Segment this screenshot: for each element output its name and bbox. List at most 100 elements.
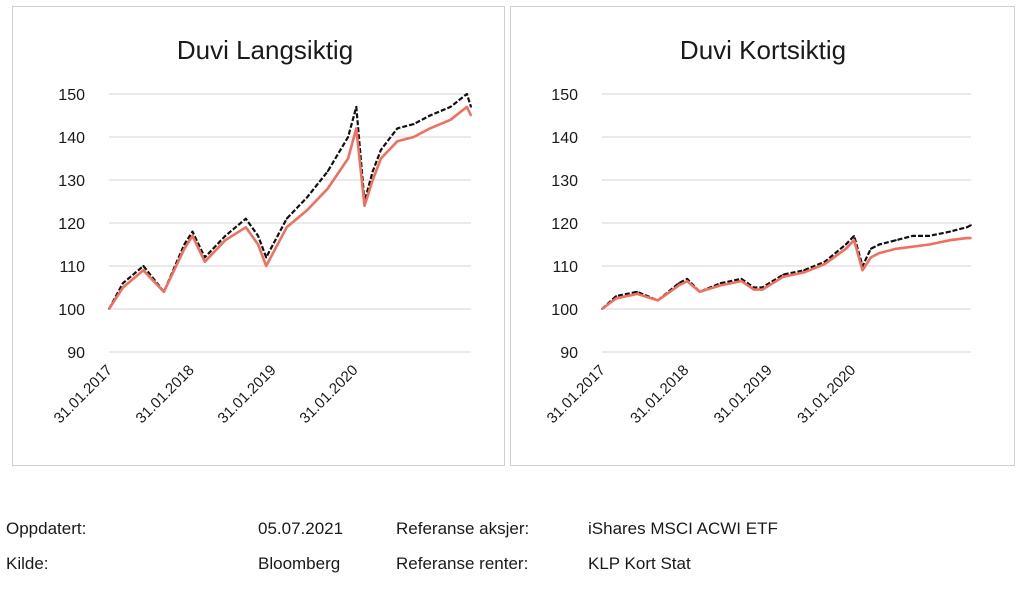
data-point (911, 235, 914, 237)
data-point (657, 299, 659, 302)
data-point (326, 187, 329, 190)
data-point (355, 127, 358, 130)
data-point (449, 118, 452, 121)
data-point (122, 282, 124, 285)
data-point (265, 256, 268, 259)
updated-value: 05.07.2021 (258, 519, 344, 538)
data-point (363, 204, 366, 207)
data-point (753, 288, 755, 291)
data-point (615, 297, 618, 300)
chart-title: Duvi Kortsiktig (680, 35, 846, 65)
data-point (601, 308, 603, 310)
data-point (347, 136, 350, 138)
data-point (108, 308, 110, 310)
source-label: Kilde: (6, 554, 49, 573)
data-point (686, 278, 689, 280)
data-point (869, 256, 872, 259)
data-point (803, 269, 805, 272)
data-point (380, 157, 382, 160)
data-point (191, 235, 194, 237)
data-point (470, 114, 472, 117)
y-tick-label: 130 (551, 173, 578, 190)
data-point (306, 196, 309, 199)
data-point (380, 149, 382, 151)
data-point (949, 230, 952, 233)
source-value: Bloomberg (258, 554, 341, 573)
data-point (824, 262, 826, 265)
data-point (949, 239, 952, 242)
data-point (686, 280, 689, 282)
data-point (396, 140, 399, 143)
data-point (844, 247, 847, 250)
data-point (142, 269, 145, 272)
data-point (861, 269, 864, 272)
x-tick-label: 31.01.2020 (296, 362, 361, 427)
chart-langsiktig: Duvi Langsiktig 90 100 110 120 130 140 150 31.01… (51, 35, 473, 427)
data-point (853, 239, 856, 242)
y-tick-label: 150 (551, 87, 578, 104)
data-point (183, 243, 186, 246)
data-point (470, 106, 472, 108)
data-point (844, 243, 847, 246)
data-point (429, 127, 431, 130)
data-point (970, 237, 972, 239)
data-point (224, 235, 227, 237)
data-point (265, 265, 268, 267)
y-tick-label: 90 (560, 345, 578, 362)
data-point (412, 136, 415, 138)
data-point (429, 114, 431, 117)
data-point (965, 237, 968, 239)
x-tick-label: 31.01.2017 (544, 362, 609, 427)
data-point (928, 235, 931, 237)
data-point (142, 265, 145, 267)
data-point (970, 224, 972, 227)
data-point (396, 127, 399, 130)
y-tick-label: 120 (58, 216, 85, 233)
data-point (306, 209, 309, 212)
chart-panel-langsiktig: Duvi Langsiktig 90 100 110 120 130 140 150 31.01… (12, 6, 505, 466)
data-point (894, 239, 897, 242)
data-point (244, 226, 247, 229)
data-point (636, 290, 638, 293)
reference-rates-value: KLP Kort Stat (588, 554, 691, 573)
series-line-0 (108, 92, 473, 310)
data-point (257, 235, 259, 237)
data-point (677, 284, 680, 287)
y-tick-label: 140 (551, 130, 578, 147)
data-point (928, 243, 931, 246)
data-point (878, 252, 881, 255)
x-tick-label: 31.01.2020 (794, 362, 859, 427)
data-point (285, 217, 288, 220)
y-tick-label: 130 (58, 173, 85, 190)
data-point (466, 106, 468, 108)
data-point (719, 284, 722, 287)
data-point (615, 295, 618, 297)
data-point (894, 247, 897, 250)
x-tick-label: 31.01.2017 (51, 362, 116, 427)
data-point (719, 282, 722, 285)
data-point (782, 273, 785, 276)
x-tick-label: 31.01.2019 (215, 362, 280, 427)
chart-panel-kortsiktig: Duvi Kortsiktig 90 100 110 120 130 140 150 31.01… (510, 6, 1015, 466)
data-point (636, 293, 638, 295)
y-tick-label: 90 (67, 345, 85, 362)
data-point (257, 243, 259, 246)
data-point (466, 93, 468, 95)
updated-label: Oppdatert: (6, 519, 87, 538)
reference-rates-label: Referanse renter: (396, 554, 529, 573)
data-point (122, 286, 124, 289)
x-tick-label: 31.01.2018 (627, 362, 692, 427)
data-point (203, 260, 206, 263)
data-point (740, 280, 743, 282)
data-point (803, 271, 805, 274)
data-point (285, 226, 288, 229)
data-point (853, 235, 856, 237)
data-point (869, 247, 872, 250)
data-point (698, 290, 701, 293)
data-point (162, 290, 165, 293)
data-point (191, 230, 194, 233)
data-point (782, 275, 785, 278)
y-tick-label: 100 (58, 302, 85, 319)
data-point (183, 247, 186, 250)
data-point (761, 288, 764, 291)
